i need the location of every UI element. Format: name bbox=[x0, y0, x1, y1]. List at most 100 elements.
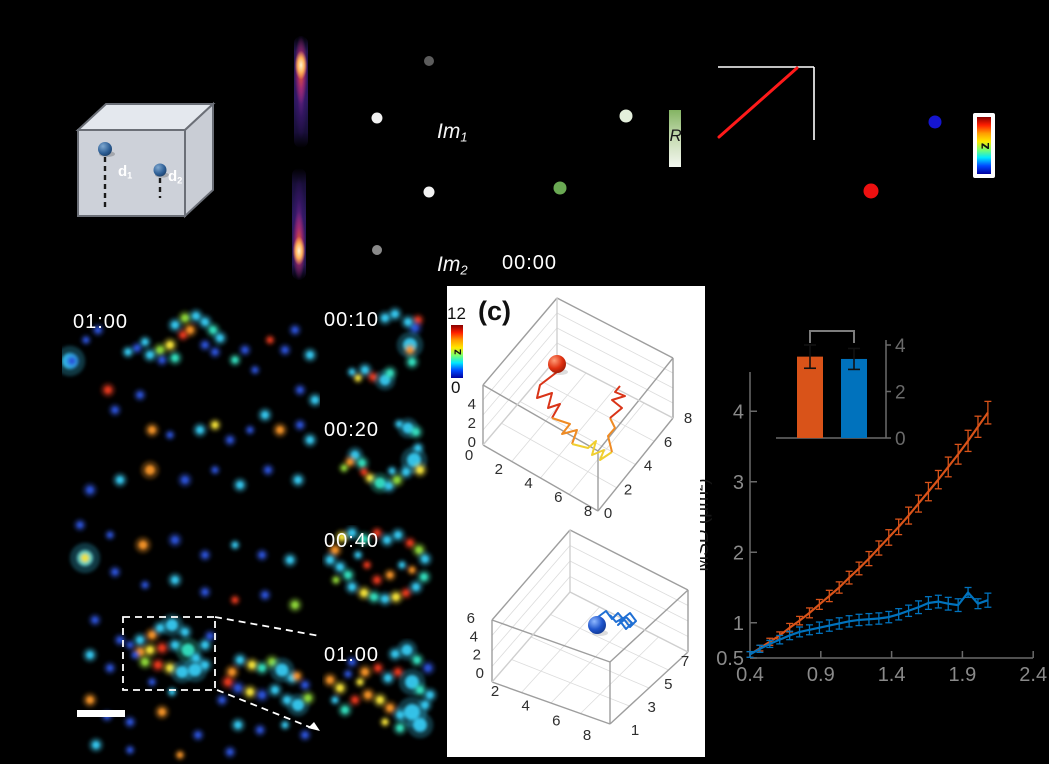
fluorescent-blob bbox=[281, 346, 289, 354]
fluorescent-blob bbox=[348, 529, 356, 537]
fluorescent-blob bbox=[413, 656, 421, 664]
fluorescent-blob bbox=[148, 426, 156, 434]
fluorescent-blob bbox=[231, 356, 239, 364]
fluorescent-blob bbox=[248, 661, 256, 669]
x-tick-label: 0.4 bbox=[736, 664, 764, 686]
fluorescent-blob bbox=[401, 644, 413, 656]
tick-label: 0 bbox=[476, 665, 484, 682]
fluorescent-blob bbox=[126, 718, 134, 726]
fluorescent-blob bbox=[261, 591, 269, 599]
superres-image-large bbox=[62, 308, 320, 761]
fluorescent-blob bbox=[211, 421, 219, 429]
fluorescent-blob bbox=[267, 337, 273, 343]
fluorescent-blob bbox=[154, 661, 162, 669]
ratio-colorbar: R bbox=[669, 110, 682, 167]
fluorescent-blob bbox=[345, 671, 351, 677]
fluorescent-blob bbox=[416, 686, 424, 694]
msd-curve-blue bbox=[749, 591, 989, 656]
depth-label-d1: d1 bbox=[118, 163, 133, 181]
fluorescent-blob bbox=[271, 686, 279, 694]
fluorescent-blob bbox=[276, 426, 284, 434]
fluorescent-blob bbox=[413, 718, 427, 732]
ratio-coded-dot-pale bbox=[619, 109, 633, 123]
fluorescent-blob bbox=[370, 593, 378, 601]
fluorescent-blob bbox=[383, 536, 391, 544]
panel-c-colorbar-min: 0 bbox=[451, 378, 461, 397]
fluorescent-blob bbox=[156, 346, 164, 354]
msd-plot: 0.5 1 2 3 4 0.4 0.9 1.4 1.9 2.4 MSD (μm²) bbox=[700, 372, 1047, 686]
fluorescent-blob bbox=[336, 563, 344, 571]
box-front-face bbox=[77, 129, 186, 217]
fluorescent-blob bbox=[346, 458, 354, 466]
fluorescent-blob bbox=[104, 386, 112, 394]
fluorescent-blob bbox=[412, 583, 420, 591]
fluorescent-blob bbox=[146, 351, 154, 359]
fluorescent-blob bbox=[201, 551, 209, 559]
fluorescent-blob bbox=[234, 721, 242, 729]
trajectory-path bbox=[609, 385, 626, 419]
tick-label: 2 bbox=[468, 415, 476, 432]
tick-label: 6 bbox=[467, 610, 475, 627]
grid-lines bbox=[491, 545, 689, 714]
x-tick-label: 1.9 bbox=[948, 664, 976, 686]
fluorescent-blob bbox=[136, 636, 144, 644]
fluorescent-blob bbox=[338, 533, 346, 541]
fluorescent-blob bbox=[142, 582, 148, 588]
fluorescent-blob bbox=[232, 542, 238, 548]
inset-tick-labels: 0 2 4 bbox=[895, 336, 906, 450]
psf-lobe-dot-white bbox=[371, 112, 383, 124]
sample-box-schematic bbox=[75, 101, 216, 219]
fluorescent-blob bbox=[166, 341, 174, 349]
fluorescent-blob bbox=[141, 338, 149, 346]
y-tick-label: 1 bbox=[733, 613, 744, 635]
fluorescent-blob bbox=[218, 696, 226, 704]
fluorescent-blob bbox=[158, 708, 166, 716]
fluorescent-blob bbox=[158, 644, 166, 652]
psf-lobe-dot-gray bbox=[424, 56, 434, 66]
fluorescent-blob bbox=[171, 536, 179, 544]
fluorescent-blob bbox=[396, 421, 402, 427]
fluorescent-blob bbox=[355, 552, 361, 558]
axes-box bbox=[482, 297, 674, 512]
fluorescent-blob bbox=[145, 465, 155, 475]
fluorescent-blob bbox=[306, 351, 314, 359]
fluorescent-blob bbox=[416, 466, 424, 474]
fluorescent-blob bbox=[348, 583, 356, 591]
fluorescent-blob bbox=[355, 375, 361, 381]
fluorescent-blob bbox=[357, 679, 363, 685]
fluorescent-blob bbox=[360, 589, 368, 597]
psf-streak-deep bbox=[292, 168, 306, 280]
tick-label: 4 bbox=[524, 475, 532, 492]
inset-y-tick: 2 bbox=[895, 383, 906, 404]
fluorescent-blob bbox=[116, 476, 124, 484]
fluorescent-blob bbox=[424, 664, 432, 672]
x-tick-label: 1.4 bbox=[878, 664, 906, 686]
ratio-colorbar-label: R bbox=[669, 126, 682, 146]
trajectory-path bbox=[607, 417, 616, 453]
calibration-line bbox=[717, 66, 799, 139]
fluorescent-blob bbox=[406, 346, 414, 354]
fluorescent-blob bbox=[326, 556, 334, 564]
fluorescent-blob bbox=[226, 748, 234, 756]
fluorescent-blob bbox=[421, 555, 429, 563]
fluorescent-blob bbox=[351, 696, 359, 704]
trajectory-path bbox=[597, 610, 637, 630]
fluorescent-blob bbox=[103, 712, 111, 720]
tick-label: 4 bbox=[468, 396, 476, 413]
fluorescent-blob bbox=[241, 346, 249, 354]
trajectory-path bbox=[551, 417, 578, 445]
fluorescent-blob bbox=[133, 344, 141, 352]
inset-axes bbox=[776, 340, 891, 439]
psf-lobe-dot-gray bbox=[372, 245, 382, 255]
fluorescent-blob bbox=[384, 674, 392, 682]
fluorescent-blob bbox=[341, 465, 347, 471]
fluorescent-blob bbox=[171, 576, 179, 584]
fluorescent-blob bbox=[386, 369, 394, 377]
fluorescent-blob bbox=[181, 476, 189, 484]
fluorescent-blob bbox=[166, 619, 178, 631]
particle-sphere bbox=[548, 355, 566, 373]
fluorescent-blob bbox=[293, 672, 301, 680]
